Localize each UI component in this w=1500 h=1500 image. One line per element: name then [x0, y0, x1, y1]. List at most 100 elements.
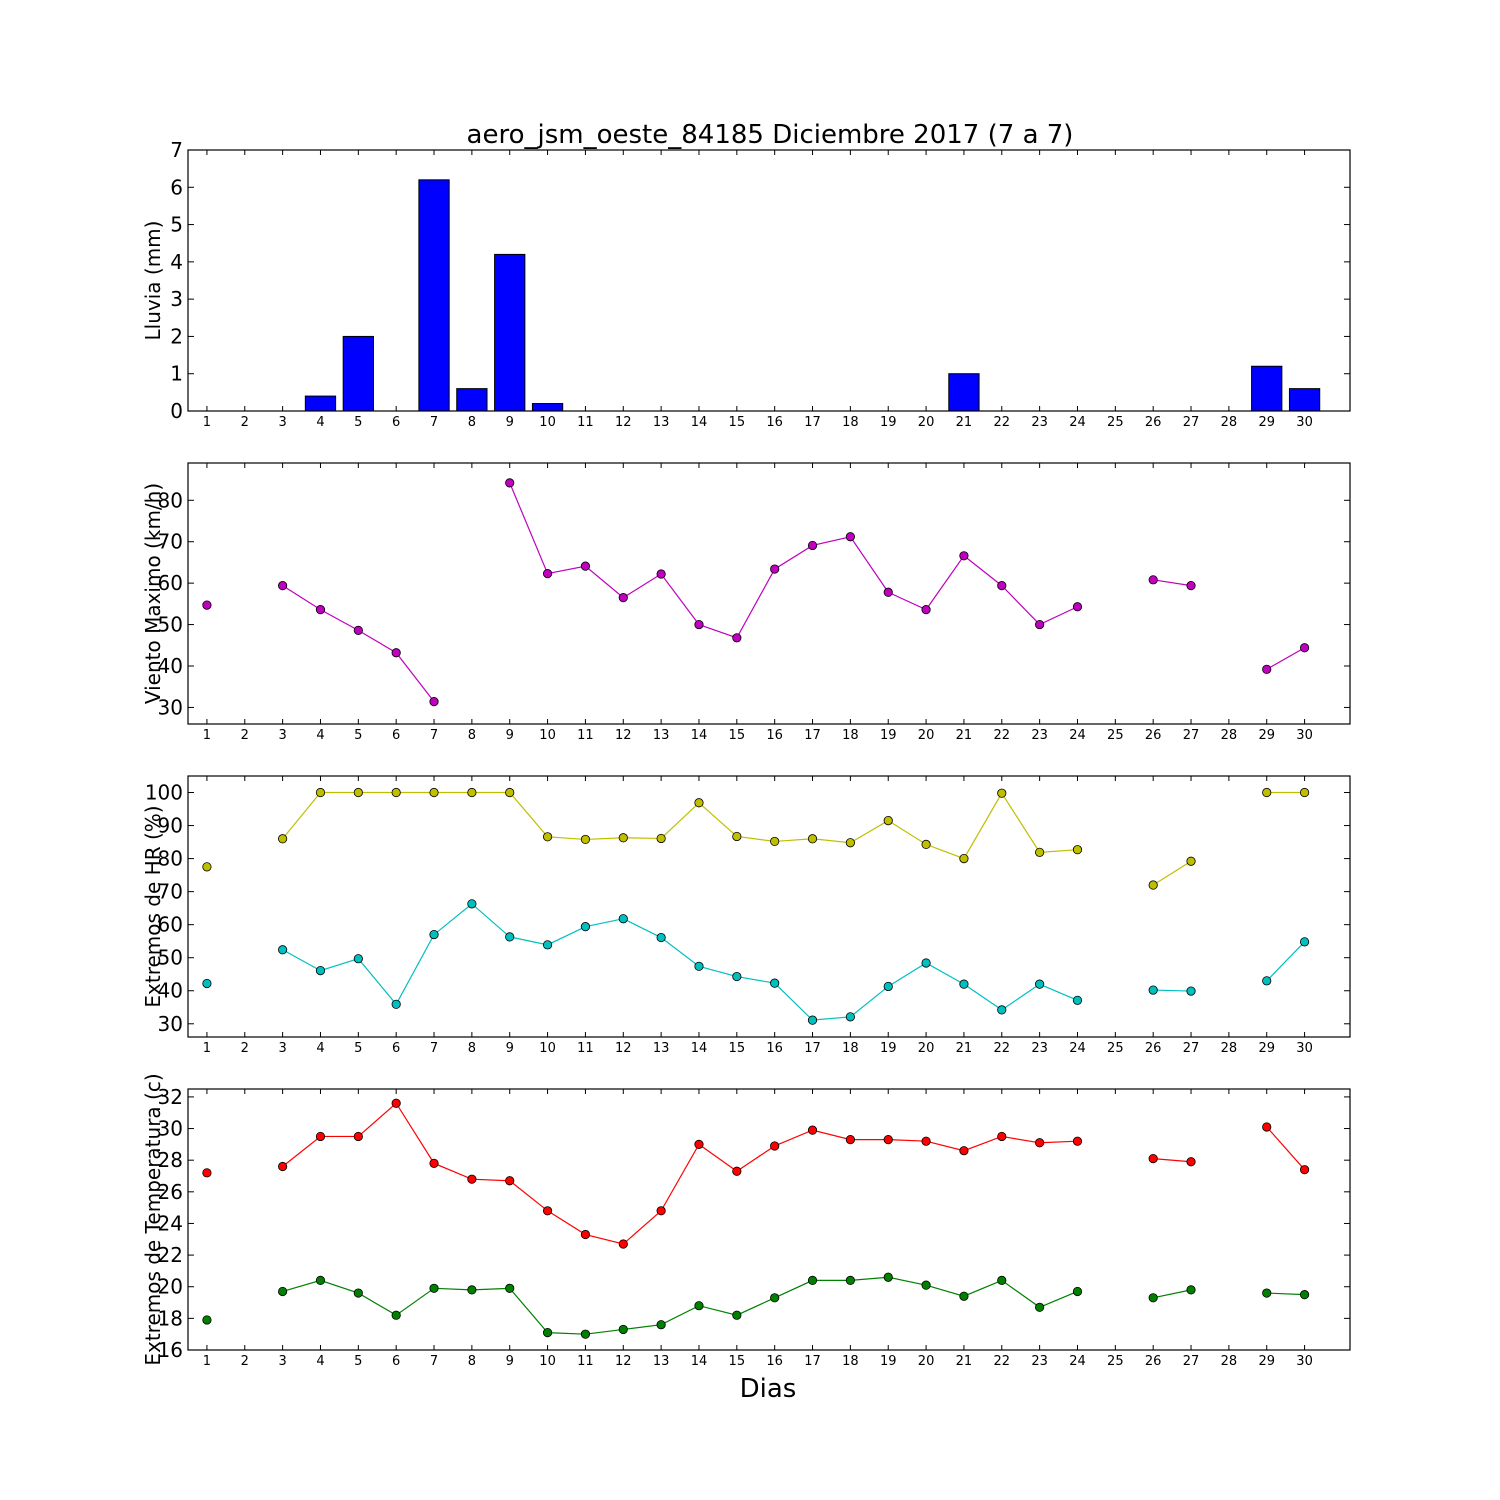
- y-tick-label: 1: [170, 362, 183, 386]
- data-point: [732, 1166, 742, 1176]
- x-tick-label: 15: [729, 415, 746, 430]
- data-point: [807, 1125, 818, 1135]
- x-tick-label: 17: [804, 1041, 821, 1056]
- x-tick-label: 3: [278, 415, 286, 430]
- x-tick-label: 2: [241, 728, 249, 743]
- data-point: [845, 1135, 855, 1145]
- data-point: [580, 561, 591, 571]
- x-tick-label: 3: [278, 1041, 286, 1056]
- data-point: [580, 922, 591, 932]
- x-tick-label: 17: [804, 1354, 821, 1369]
- data-point: [391, 999, 401, 1009]
- x-tick-label: 1: [203, 415, 211, 430]
- panel-2: 1 2 3 4 5 6 7 8 9 10 11 12 13 14 15 16 17 18 19 20 21 22 23 24 2…: [141, 462, 1351, 743]
- x-tick-label: 1: [203, 728, 211, 743]
- data-point: [315, 965, 326, 976]
- data-point: [505, 478, 515, 488]
- data-point: [1186, 1285, 1196, 1295]
- x-tick-label: 30: [1296, 1354, 1313, 1369]
- x-tick-label: 26: [1145, 1354, 1162, 1369]
- x-tick-label: 28: [1221, 415, 1238, 430]
- x-tick-label: 6: [392, 1041, 400, 1056]
- x-tick-label: 1: [203, 1354, 211, 1369]
- series-line: [282, 1276, 1078, 1335]
- data-point: [1035, 979, 1045, 989]
- data-point: [1186, 1157, 1196, 1167]
- x-tick-label: 3: [278, 1354, 286, 1369]
- data-point: [845, 532, 855, 542]
- data-point: [770, 564, 780, 574]
- x-tick-label: 28: [1221, 728, 1238, 743]
- data-point: [202, 1168, 212, 1178]
- data-point: [770, 978, 780, 988]
- x-axis-label: Dias: [740, 1374, 797, 1404]
- series-line: [1266, 1126, 1306, 1171]
- x-tick-label: 1: [203, 1041, 211, 1056]
- y-tick-label: 16: [158, 1338, 183, 1362]
- x-tick-label: 7: [430, 1354, 438, 1369]
- x-tick-label: 18: [842, 1354, 859, 1369]
- series-line: [1153, 1289, 1192, 1299]
- series-line: [509, 482, 1078, 639]
- x-tick-label: 29: [1258, 1041, 1275, 1056]
- y-tick-label: 5: [170, 213, 183, 237]
- data-point: [845, 838, 855, 848]
- y-tick-label: 4: [170, 250, 183, 274]
- x-tick-label: 27: [1183, 1354, 1200, 1369]
- x-tick-label: 13: [653, 415, 670, 430]
- data-point: [694, 619, 704, 630]
- data-point: [997, 1005, 1007, 1015]
- data-point: [1262, 1288, 1272, 1298]
- data-point: [959, 1291, 969, 1301]
- data-point: [505, 787, 515, 798]
- data-point: [1262, 664, 1272, 674]
- data-point: [391, 787, 401, 798]
- x-tick-label: 11: [577, 1354, 594, 1369]
- plot-frame: [187, 775, 1351, 1038]
- x-tick-label: 21: [956, 1041, 973, 1056]
- data-point: [429, 1158, 439, 1168]
- data-point: [618, 593, 628, 603]
- data-point: [1299, 937, 1310, 947]
- x-tick-label: 4: [316, 1041, 324, 1056]
- series-line: [1153, 579, 1192, 587]
- x-tick-label: 9: [506, 728, 514, 743]
- data-point: [353, 1131, 363, 1142]
- data-point: [997, 1275, 1007, 1286]
- x-tick-label: 27: [1183, 1041, 1200, 1056]
- y-tick-label: 18: [158, 1306, 183, 1330]
- x-tick-label: 4: [316, 415, 324, 430]
- data-point: [883, 587, 893, 597]
- data-point: [391, 648, 401, 658]
- y-tick-label: 6: [170, 175, 183, 199]
- x-tick-label: 20: [918, 1354, 935, 1369]
- x-tick-label: 17: [804, 415, 821, 430]
- data-point: [467, 1174, 477, 1184]
- y-tick-label: 32: [158, 1085, 183, 1109]
- x-tick-label: 11: [577, 415, 594, 430]
- x-tick-label: 29: [1258, 415, 1275, 430]
- data-point: [278, 581, 288, 591]
- bar: [304, 395, 337, 412]
- series-line: [1266, 941, 1306, 982]
- data-point: [1186, 986, 1196, 996]
- x-tick-label: 14: [691, 728, 708, 743]
- x-tick-label: 19: [880, 1354, 897, 1369]
- data-point: [278, 1161, 288, 1172]
- data-point: [959, 853, 969, 864]
- x-tick-label: 2: [241, 1354, 249, 1369]
- data-point: [542, 832, 553, 842]
- y-tick-label: 0: [170, 399, 183, 423]
- data-point: [542, 940, 553, 950]
- bar: [494, 253, 526, 412]
- x-tick-label: 4: [316, 1354, 324, 1369]
- data-point: [542, 1328, 553, 1338]
- data-point: [997, 581, 1007, 591]
- data-point: [278, 945, 288, 955]
- x-tick-label: 10: [539, 1354, 556, 1369]
- data-point: [1072, 995, 1083, 1005]
- bar: [948, 373, 980, 412]
- y-tick-label: 30: [158, 1012, 183, 1036]
- x-tick-label: 23: [1031, 1354, 1048, 1369]
